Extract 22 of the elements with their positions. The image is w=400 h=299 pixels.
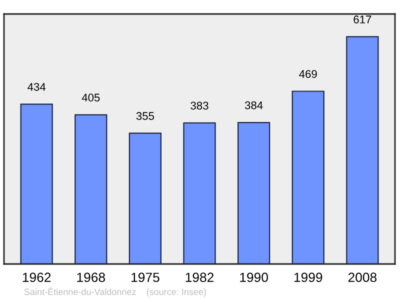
bar: [128, 132, 162, 264]
bar: [74, 114, 108, 264]
x-tick-label: 1999: [294, 272, 322, 282]
data-label: 355: [136, 112, 154, 120]
x-tick-label: 1962: [22, 272, 51, 282]
x-tick-label: 1975: [132, 272, 160, 282]
data-label: 617: [354, 16, 372, 24]
data-label: 469: [299, 70, 317, 78]
data-label: 434: [28, 82, 46, 91]
bar: [346, 36, 379, 264]
text: Saint-Étienne-du-Valdonnez (source: Insee): [24, 287, 206, 297]
x-tick-label: 1990: [240, 272, 268, 282]
x-tick-label: 2008: [348, 272, 377, 282]
bar: [20, 104, 53, 264]
data-label: 383: [190, 102, 208, 110]
bar: [183, 122, 216, 264]
data-label: 384: [244, 101, 263, 110]
bar: [238, 122, 270, 264]
data-label: 405: [82, 94, 100, 102]
x-tick-label: 1968: [77, 272, 105, 282]
x-tick-label: 1982: [186, 272, 214, 282]
bar: [292, 90, 324, 264]
